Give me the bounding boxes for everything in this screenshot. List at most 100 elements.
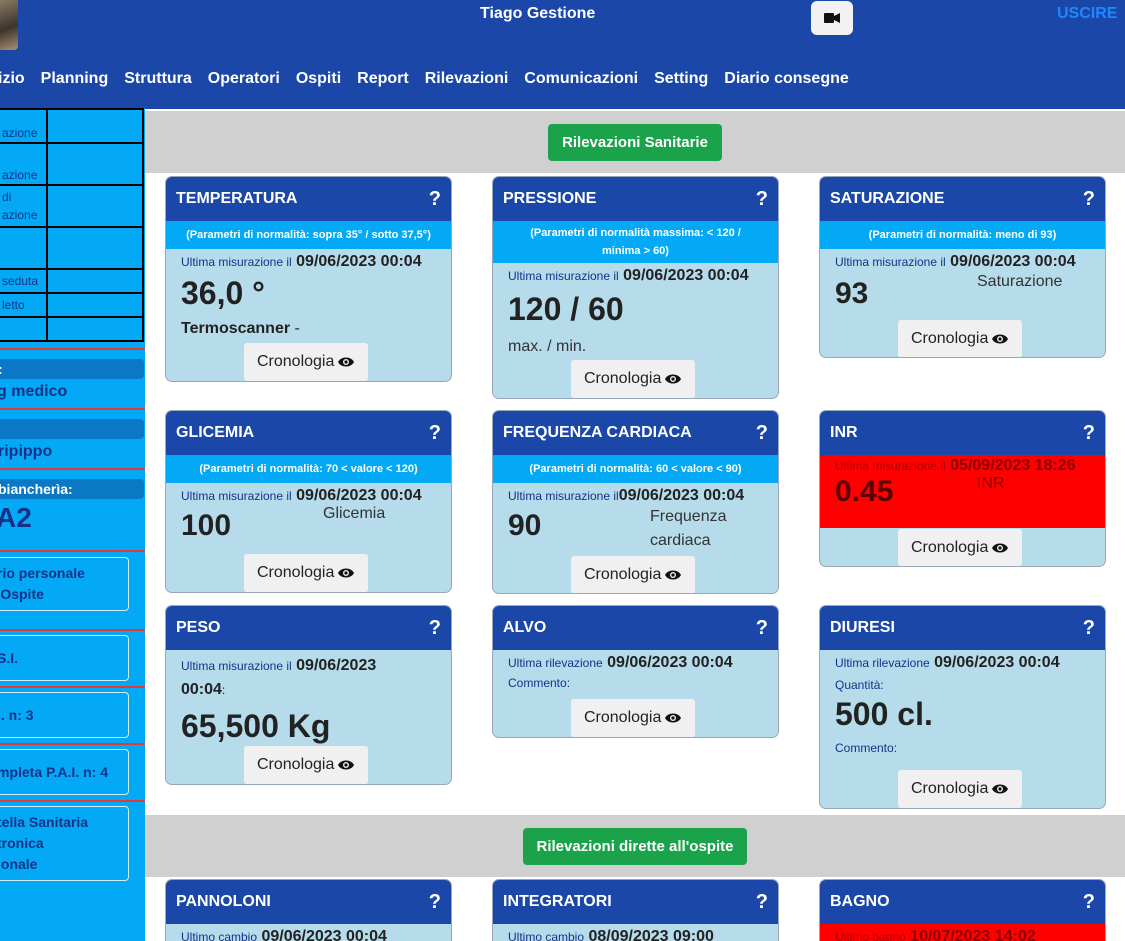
help-icon[interactable]: ? (755, 890, 768, 913)
card-header: DIURESI? (820, 606, 1105, 650)
sidebar-table-cell (0, 316, 48, 342)
normal-range: (Parametri di normalità: meno di 93) (820, 221, 1105, 249)
last-measure-date: 09/06/2023 00:04 (296, 487, 422, 504)
cronologia-button[interactable]: Cronologia (571, 360, 696, 398)
last-measure-date: 09/06/2023 00:04 (618, 487, 745, 504)
sidebar-table-cell: azione (0, 142, 48, 186)
eye-icon (992, 334, 1009, 344)
card-title: PESO (176, 619, 221, 636)
measure-value: 100 (181, 509, 232, 542)
nav-item-operatori[interactable]: Operatori (207, 70, 280, 87)
normal-range: (Parametri di normalità: 70 < valore < 1… (166, 455, 451, 483)
cronologia-label: Cronologia (584, 566, 662, 583)
cronologia-button[interactable]: Cronologia (898, 770, 1023, 808)
sidebar-button-cartella-sanitaria[interactable]: tella Sanitaria tronica ionale (0, 806, 129, 881)
help-icon[interactable]: ? (1082, 421, 1095, 444)
card-title: BAGNO (830, 893, 890, 910)
avatar[interactable] (0, 0, 18, 50)
main-nav: izio Planning Struttura Operatori Ospiti… (0, 70, 849, 92)
sidebar-table-cell: di azione (0, 184, 48, 228)
help-icon[interactable]: ? (428, 187, 441, 210)
video-camera-icon (824, 13, 840, 23)
eye-icon (338, 568, 355, 578)
help-icon[interactable]: ? (428, 421, 441, 444)
last-measure-time: 00:04 (181, 681, 222, 698)
nav-item-ospiti[interactable]: Ospiti (295, 70, 342, 87)
top-bar: Tiago Gestione USCIRE izio Planning Stru… (0, 0, 1125, 107)
sidebar-table-cell: seduta (0, 268, 48, 294)
last-measure-label: Ultima misurazione il (181, 659, 292, 673)
card-pannoloni: PANNOLONI? Ultimo cambio 09/06/2023 00:0… (165, 879, 452, 941)
help-icon[interactable]: ? (1082, 616, 1095, 639)
last-measure-label: Ultima rilevazione (508, 656, 603, 670)
measure-value: 65,500 Kg (181, 708, 331, 744)
card-title: INR (830, 424, 858, 441)
card-title: TEMPERATURA (176, 190, 298, 207)
card-title: INTEGRATORI (503, 893, 612, 910)
cronologia-button[interactable]: Cronologia (898, 320, 1023, 357)
sidebar-table-cell: letto (0, 292, 48, 318)
user-name: Tiago Gestione (480, 5, 596, 22)
device-suffix: - (290, 320, 300, 337)
last-measure-label: Ultima misurazione il (835, 255, 946, 269)
nav-item-report[interactable]: Report (357, 70, 409, 87)
nav-item-inizio[interactable]: izio (0, 70, 25, 87)
help-icon[interactable]: ? (755, 421, 768, 444)
last-measure-label: Ultima rilevazione (835, 656, 930, 670)
nav-item-setting[interactable]: Setting (654, 70, 709, 87)
sidebar-divider (0, 743, 145, 745)
cronologia-button[interactable]: Cronologia (244, 554, 369, 592)
sidebar-button-diario-personale[interactable]: rio personale 'Ospite (0, 557, 129, 611)
sidebar-table-cell (0, 226, 48, 270)
nav-item-rilevazioni[interactable]: Rilevazioni (424, 70, 509, 87)
nav-item-planning[interactable]: Planning (40, 70, 109, 87)
cronologia-button[interactable]: Cronologia (244, 343, 369, 381)
sidebar-divider (0, 686, 145, 688)
card-title: PRESSIONE (503, 190, 597, 207)
sidebar-divider (0, 629, 145, 631)
cronologia-button[interactable]: Cronologia (571, 556, 696, 593)
measure-value: 90 (508, 509, 542, 542)
help-icon[interactable]: ? (755, 187, 768, 210)
card-alvo: ALVO? Ultima rilevazione 09/06/2023 00:0… (492, 605, 779, 738)
last-measure-date: 05/09/2023 18:26 (950, 457, 1076, 474)
video-camera-button[interactable] (811, 1, 853, 35)
help-icon[interactable]: ? (755, 616, 768, 639)
sidebar-divider (0, 408, 145, 410)
sidebar-label-biancheria: biancherìa: (0, 479, 144, 499)
sidebar-button-pai[interactable]: I. n: 3 (0, 692, 129, 738)
help-icon[interactable]: ? (428, 616, 441, 639)
card-header: BAGNO? (820, 880, 1105, 924)
inr-alert-body: Ultima misurazione il 05/09/2023 18:26 0… (820, 455, 1105, 528)
help-icon[interactable]: ? (1082, 890, 1095, 913)
card-title: SATURAZIONE (830, 190, 945, 207)
nav-item-comunicazioni[interactable]: Comunicazioni (524, 70, 639, 87)
card-bagno: BAGNO? Ultimo bagno 10/07/2023 14:02 (819, 879, 1106, 941)
cronologia-button[interactable]: Cronologia (898, 529, 1023, 566)
last-measure-date: 09/06/2023 00:04 (623, 267, 749, 284)
comment-label: Commento: (835, 741, 898, 755)
help-icon[interactable]: ? (1082, 187, 1095, 210)
eye-icon (665, 713, 682, 723)
sidebar-button-pai-completa[interactable]: mpleta P.A.I. n: 4 (0, 749, 129, 795)
card-diuresi: DIURESI? Ultima rilevazione 09/06/2023 0… (819, 605, 1106, 809)
card-header: TEMPERATURA? (166, 177, 451, 221)
cronologia-button[interactable]: Cronologia (244, 746, 369, 784)
nav-item-diario-consegne[interactable]: Diario consegne (724, 70, 849, 87)
direct-measurements-button[interactable]: Rilevazioni dirette all'ospite (522, 827, 748, 865)
sidebar-button-psi[interactable]: S.I. (0, 635, 129, 681)
card-frequenza-cardiaca: FREQUENZA CARDIACA? (Parametri di normal… (492, 410, 779, 594)
card-glicemia: GLICEMIA? (Parametri di normalità: 70 < … (165, 410, 452, 593)
card-title: DIURESI (830, 619, 895, 636)
help-icon[interactable]: ? (428, 890, 441, 913)
card-header: INR? (820, 411, 1105, 455)
health-measurements-button[interactable]: Rilevazioni Sanitarie (548, 123, 722, 161)
card-header: GLICEMIA? (166, 411, 451, 455)
cronologia-button[interactable]: Cronologia (571, 699, 696, 737)
nav-item-struttura[interactable]: Struttura (124, 70, 192, 87)
sidebar-divider (0, 348, 145, 350)
sidebar-divider (0, 800, 145, 802)
sidebar-divider (0, 468, 145, 470)
card-header: PRESSIONE? (493, 177, 778, 221)
exit-link[interactable]: USCIRE (1057, 5, 1118, 22)
